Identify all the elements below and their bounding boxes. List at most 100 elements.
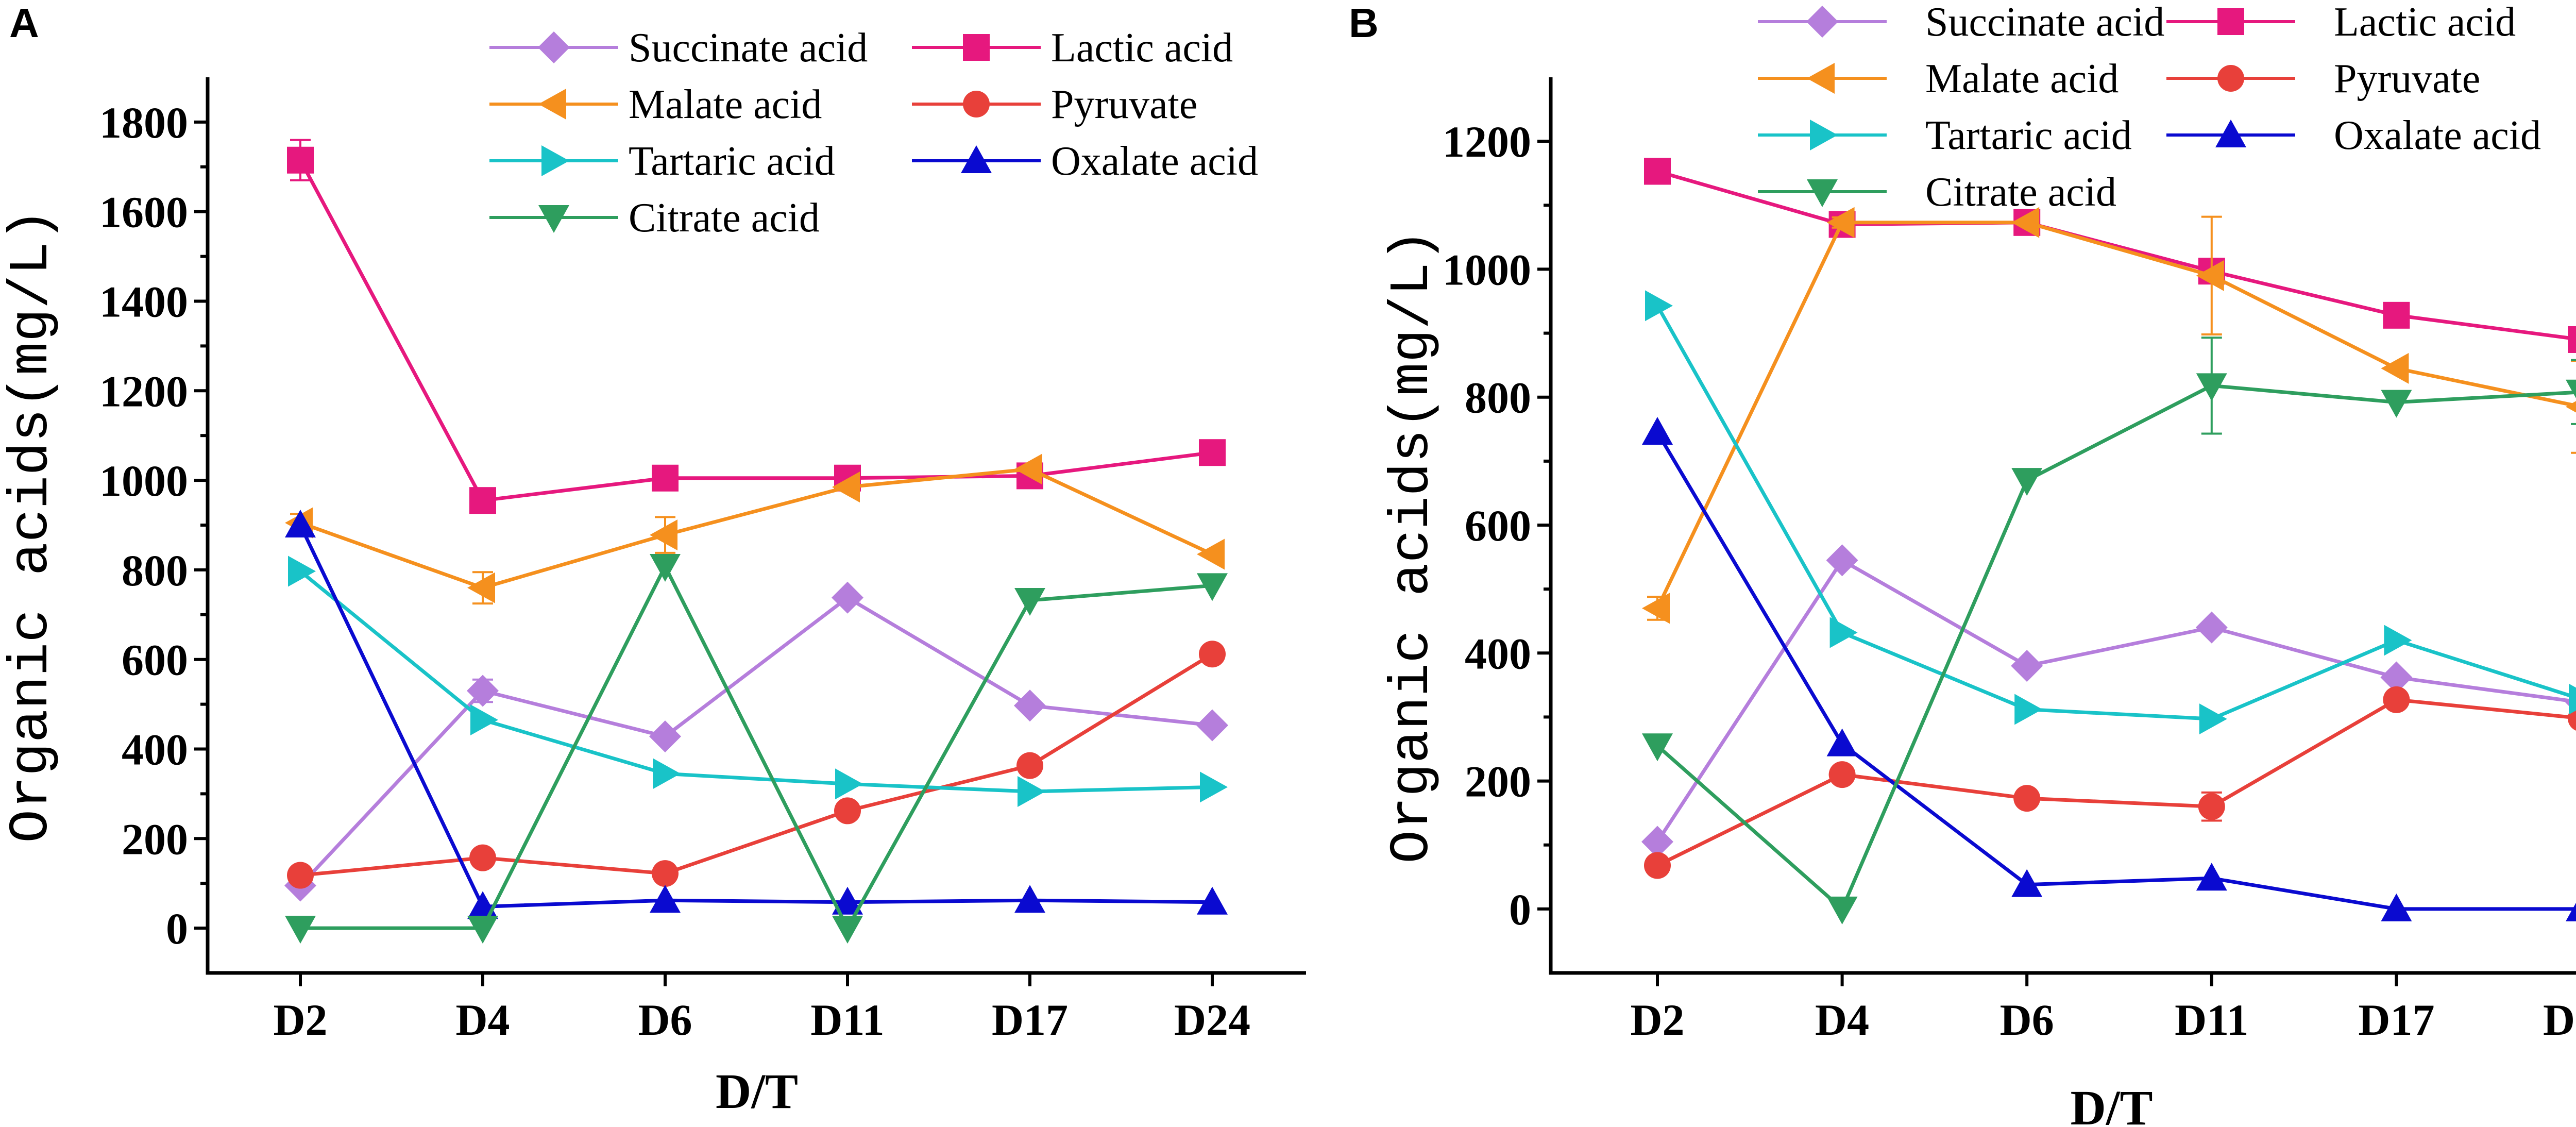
panel-b-point-oxalate-acid-d11 (2196, 863, 2227, 891)
panel-a-legend-entry-citrate-acid: Citrate acid (489, 195, 820, 241)
panel-a-point-malate-acid-d4 (467, 572, 495, 603)
panel-b-legend-entry-malate-acid: Malate acid (1758, 56, 2119, 102)
panel-b-point-tartaric-acid-d4 (1829, 617, 1858, 648)
panel-a-ytick-label-0: 0 (166, 904, 188, 953)
panel-b-point-pyruvate-d2 (1644, 852, 1671, 879)
panel-b-legend-label-tartaric-acid: Tartaric acid (1925, 113, 2132, 158)
panel-b-point-tartaric-acid-d17 (2384, 625, 2412, 656)
panel-b-xtick-label-d17: D17 (2358, 995, 2434, 1045)
panel-a-point-lactic-acid-d6 (652, 464, 679, 492)
panel-a-series-line-tartaric-acid (299, 569, 1213, 794)
panel-letter-b: B (1349, 0, 1379, 46)
panel-b-xtick-label-d24: D24 (2543, 995, 2576, 1045)
panel-b-series-line-citrate-acid (1656, 383, 2576, 912)
panel-b-series-malate-acid (1642, 207, 2576, 624)
panel-b-chart: 0 200 400 600 800 1000 1200 D2 D4 D6 D11 D17 D24 D/T O… (1381, 0, 2576, 1127)
panel-b-series-line-pyruvate (1656, 698, 2576, 867)
panel-a-legend-marker-succinate-acid (538, 31, 570, 63)
panel-b-ytick-label-1200: 1200 (1443, 117, 1531, 166)
panel-b-point-oxalate-acid-d17 (2381, 893, 2412, 921)
panel-a-xtick-label-d24: D24 (1174, 995, 1250, 1045)
panel-b-point-succinate-acid-d2 (1641, 826, 1673, 858)
panel-b-point-succinate-acid-d4 (1826, 544, 1858, 577)
panel-a-legend-label-malate-acid: Malate acid (629, 82, 822, 127)
panel-b-point-oxalate-acid-d6 (2011, 869, 2043, 897)
panel-b-axes (1549, 77, 2576, 975)
panel-letter-a: A (9, 0, 39, 46)
panel-a-series-malate-acid (285, 453, 1225, 605)
panel-a-series-line-succinate-acid (299, 595, 1213, 887)
panel-b-legend-marker-citrate-acid (1807, 179, 1838, 207)
panel-b-legend-label-citrate-acid: Citrate acid (1925, 170, 2116, 215)
panel-b-y-axis-label: Organic acids(mg/L) (1381, 229, 1444, 863)
panel-a-legend-entry-malate-acid: Malate acid (489, 82, 822, 127)
panel-a-xtick-label-d2: D2 (273, 995, 327, 1045)
panel-b-series-line-malate-acid (1655, 221, 2576, 609)
panel-b-series-line-tartaric-acid (1655, 305, 2576, 721)
panel-b-point-succinate-acid-d17 (2380, 661, 2413, 694)
panel-b-xtick-label-d4: D4 (1815, 995, 1869, 1045)
panel-a-ytick-label-200: 200 (122, 814, 188, 864)
panel-b-legend-entry-oxalate-acid: Oxalate acid (2166, 113, 2541, 158)
panel-b-point-malate-acid-d4 (1826, 207, 1855, 238)
panel-a-point-lactic-acid-d4 (469, 487, 496, 514)
panel-b-point-tartaric-acid-d2 (1645, 290, 1673, 322)
panel-b-point-citrate-acid-d17 (2381, 390, 2412, 418)
panel-b-point-citrate-acid-d24 (2566, 379, 2576, 398)
panel-a-xtick-label-d6: D6 (638, 995, 692, 1045)
panel-a-legend-label-oxalate-acid: Oxalate acid (1051, 139, 1258, 184)
panel-a-point-tartaric-acid-d24 (1200, 771, 1228, 803)
panel-b-legend-marker-succinate-acid (1806, 6, 1838, 38)
panel-a-legend-marker-oxalate-acid (961, 145, 992, 173)
panel-a-point-tartaric-acid-d6 (653, 758, 681, 789)
panel-a-legend-marker-citrate-acid (538, 205, 569, 233)
panel-b-point-lactic-acid-d24 (2568, 326, 2576, 353)
panel-b-point-tartaric-acid-d11 (2199, 703, 2227, 735)
panel-a-series-succinate-acid (284, 581, 1228, 902)
panel-b-series-pyruvate (1644, 686, 2576, 879)
panel-a-point-tartaric-acid-d2 (288, 556, 316, 587)
panel-a-ytick-label-1600: 1600 (99, 188, 188, 237)
panel-a-xtick-label-d11: D11 (810, 995, 884, 1045)
panel-a-point-tartaric-acid-d4 (470, 704, 498, 736)
panel-a-point-pyruvate-d4 (469, 844, 496, 871)
panel-a-ytick-label-400: 400 (122, 725, 188, 775)
panel-b-legend-marker-lactic-acid (2217, 8, 2244, 35)
panel-a-point-oxalate-acid-d24 (1197, 886, 1228, 915)
panel-b-legend-marker-malate-acid (1807, 63, 1835, 94)
panel-a-point-pyruvate-d24 (1199, 641, 1226, 668)
panel-b-legend-entry-pyruvate: Pyruvate (2166, 56, 2480, 102)
panel-a-legend-entry-pyruvate: Pyruvate (912, 82, 1197, 127)
panel-b-legend-label-lactic-acid: Lactic acid (2334, 0, 2516, 45)
panel-b-ytick-label-0: 0 (1509, 885, 1531, 934)
panel-b-point-pyruvate-d4 (1828, 761, 1856, 788)
panel-b-legend-entry-lactic-acid: Lactic acid (2166, 0, 2516, 45)
panel-a-point-pyruvate-d6 (652, 860, 679, 887)
panel-b-legend-label-oxalate-acid: Oxalate acid (2334, 113, 2541, 158)
panel-a-point-citrate-acid-d2 (285, 916, 316, 944)
panel-b-series-line-oxalate-acid (1655, 431, 2576, 911)
panel-a-legend-marker-tartaric-acid (541, 145, 569, 176)
panel-a-series-tartaric-acid (288, 556, 1228, 808)
panel-a-point-malate-acid-d17 (1014, 453, 1042, 485)
panel-a-legend-label-citrate-acid: Citrate acid (629, 195, 820, 241)
panel-a-point-pyruvate-d11 (834, 797, 861, 825)
panel-a-point-tartaric-acid-d11 (835, 768, 863, 800)
panel-a-point-citrate-acid-d6 (650, 553, 681, 582)
panel-b-ytick-label-400: 400 (1465, 629, 1531, 678)
panel-a-series-line-citrate-acid (300, 562, 1213, 932)
panel-a-legend-entry-tartaric-acid: Tartaric acid (489, 139, 835, 184)
panel-b-point-malate-acid-d17 (2381, 352, 2409, 384)
panel-a-point-citrate-acid-d11 (832, 916, 863, 944)
panel-b-point-lactic-acid-d17 (2383, 301, 2410, 329)
panel-b-series-citrate-acid (1642, 337, 2576, 924)
panel-a-series-line-pyruvate (300, 652, 1213, 878)
panel-b-xtick-label-d11: D11 (2175, 995, 2248, 1045)
panel-b-point-citrate-acid-d4 (1826, 896, 1858, 924)
panel-a-point-succinate-acid-d4 (467, 675, 499, 707)
panel-b-legend-marker-pyruvate (2217, 65, 2244, 92)
panel-a-point-oxalate-acid-d6 (650, 885, 681, 913)
panel-b-point-malate-acid-d11 (2196, 260, 2224, 291)
panel-a-point-malate-acid-d24 (1197, 539, 1225, 570)
